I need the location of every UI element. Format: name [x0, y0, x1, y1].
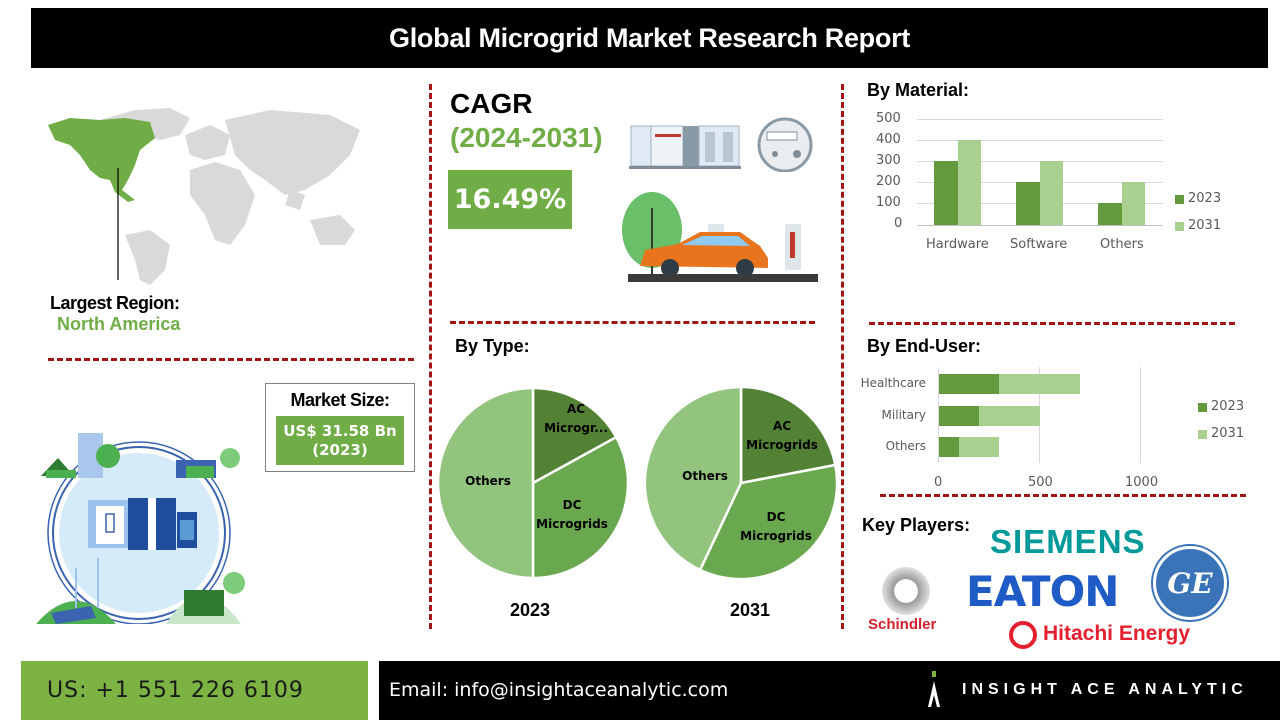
bar-others-2031	[959, 437, 999, 457]
x-category: Others	[1100, 237, 1144, 252]
y-tick: 300	[876, 153, 901, 168]
cagr-period: (2024-2031)	[450, 122, 603, 153]
divider-region	[48, 358, 414, 361]
gridline	[917, 140, 1163, 141]
hitachi-emblem-icon	[1009, 621, 1037, 649]
bar-software-2023	[1016, 182, 1040, 225]
x-tick: 0	[934, 475, 943, 490]
market-size-value-box: US$ 31.58 Bn (2023)	[276, 416, 404, 465]
legend-label-2023: 2023	[1188, 191, 1222, 206]
y-tick: 200	[876, 174, 901, 189]
x-category: Hardware	[926, 237, 989, 252]
footer-contact-bar: Email: info@insightaceanalytic.com INSIG…	[379, 661, 1280, 720]
pie-2023-label-ac: AC Microgr...	[544, 402, 608, 435]
market-size-label: Market Size:	[290, 390, 390, 410]
legend-label-2031: 2031	[1188, 218, 1222, 233]
by-end-user-chart: Healthcare Military Others 0 500 1000 20…	[860, 362, 1270, 492]
eaton-logo: EATON	[966, 567, 1119, 616]
market-size-year: (2023)	[312, 440, 368, 459]
footer-email: Email: info@insightaceanalytic.com	[389, 679, 729, 701]
market-size-card: Market Size: US$ 31.58 Bn (2023)	[265, 383, 415, 472]
footer-brand: INSIGHT ACE ANALYTIC	[962, 681, 1248, 698]
x-category: Software	[1010, 237, 1068, 252]
divider-vertical-left	[429, 84, 432, 629]
gridline	[1140, 367, 1141, 463]
bar-others-2023	[1098, 203, 1122, 225]
pie-2031-label-ac: AC Microgrids	[740, 417, 824, 455]
gridline	[917, 119, 1163, 120]
pie-2023-label-others: Others	[465, 474, 511, 488]
divider-material	[869, 322, 1235, 325]
x-axis	[917, 225, 1163, 226]
bar-others-2023	[939, 437, 959, 457]
divider-enduser	[880, 494, 1246, 497]
legend-swatch-2031	[1175, 222, 1184, 231]
cagr-label: CAGR	[450, 88, 533, 119]
legend-swatch-2023	[1198, 403, 1207, 412]
bar-military-2023	[939, 406, 979, 426]
y-category: Healthcare	[860, 376, 926, 390]
pie-2031-label-dc: DC Microgrids	[734, 508, 818, 546]
by-material-chart: 500 400 300 200 100 0 Hardware Software …	[860, 108, 1270, 258]
pie-2031-label-dc-text: DC Microgrids	[740, 510, 812, 543]
pie-2031-label-others: Others	[682, 469, 728, 483]
largest-region-label: Largest Region:	[50, 293, 180, 313]
bar-software-2031	[1040, 161, 1063, 225]
y-category: Military	[881, 408, 926, 422]
pie-2031-label-ac-text: AC Microgrids	[746, 419, 818, 452]
x-tick: 500	[1028, 475, 1053, 490]
divider-cagr	[450, 321, 815, 324]
ev-charging-car-icon	[622, 192, 818, 282]
bar-hardware-2031	[958, 140, 981, 225]
divider-vertical-right	[841, 84, 844, 629]
pie-2023-year: 2023	[509, 600, 551, 620]
schindler-emblem-icon	[882, 567, 930, 615]
report-title: Global Microgrid Market Research Report	[31, 8, 1268, 68]
y-tick: 500	[876, 111, 901, 126]
schindler-logo: Schindler	[868, 616, 937, 633]
key-players-title: Key Players:	[862, 515, 971, 535]
y-category: Others	[885, 439, 926, 453]
bar-hardware-2023	[934, 161, 958, 225]
energy-storage-cabinets-icon	[629, 117, 813, 172]
by-material-title: By Material:	[867, 80, 970, 100]
bar-military-2031	[979, 406, 1040, 426]
pie-2031-year: 2031	[729, 600, 771, 620]
legend-swatch-2031	[1198, 430, 1207, 439]
by-type-title: By Type:	[455, 336, 530, 356]
microgrid-illustration-icon	[36, 433, 245, 624]
legend-swatch-2023	[1175, 195, 1184, 204]
y-tick: 100	[876, 195, 901, 210]
bar-healthcare-2031	[999, 374, 1080, 394]
hitachi-energy-logo: Hitachi Energy	[1043, 622, 1191, 645]
legend-label-2031: 2031	[1211, 426, 1245, 441]
y-tick: 400	[876, 132, 901, 147]
y-tick: 0	[894, 216, 903, 231]
pie-chart-2023	[436, 386, 630, 580]
largest-region-value: North America	[57, 314, 181, 334]
cagr-value: 16.49%	[448, 170, 572, 229]
x-tick: 1000	[1125, 475, 1159, 490]
market-size-value: US$ 31.58 Bn	[283, 421, 397, 440]
bar-others-2031	[1122, 182, 1145, 225]
world-map-icon	[48, 108, 360, 285]
legend-label-2023: 2023	[1211, 399, 1245, 414]
by-end-user-title: By End-User:	[867, 336, 982, 356]
insight-ace-logo-icon	[928, 671, 940, 707]
siemens-logo: SIEMENS	[990, 523, 1146, 560]
footer-phone: US: +1 551 226 6109	[21, 661, 368, 720]
y-axis	[938, 367, 939, 463]
bar-healthcare-2023	[939, 374, 999, 394]
ge-logo: GE	[1153, 546, 1227, 620]
pie-chart-2031	[643, 385, 839, 581]
pie-2023-label-dc: DC Microgrids	[536, 498, 608, 531]
